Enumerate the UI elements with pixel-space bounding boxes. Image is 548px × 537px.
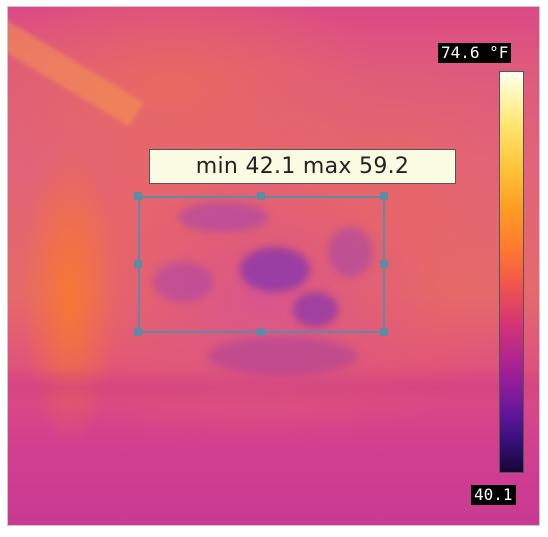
- resize-handle-top-right[interactable]: [380, 192, 388, 200]
- scale-max-label: 74.6 °F: [438, 43, 512, 63]
- thermal-image: [8, 7, 539, 525]
- cool-spot: [208, 337, 358, 375]
- resize-handle-bottom[interactable]: [257, 328, 265, 336]
- scale-min-label: 40.1: [471, 485, 516, 505]
- resize-handle-left[interactable]: [134, 260, 142, 268]
- scale-min-text: 40.1: [474, 485, 513, 504]
- resize-handle-top[interactable]: [257, 192, 265, 200]
- readout-text: min 42.1 max 59.2: [195, 154, 410, 179]
- resize-handle-bottom-right[interactable]: [380, 328, 388, 336]
- thermal-image-frame: min 42.1 max 59.2 74.6 °F 40.1: [7, 6, 540, 526]
- cool-spot: [328, 227, 373, 277]
- cool-spot: [240, 247, 310, 292]
- scale-max-text: 74.6 °F: [441, 43, 509, 62]
- resize-handle-bottom-left[interactable]: [134, 328, 142, 336]
- cool-spot: [178, 202, 268, 232]
- resize-handle-top-left[interactable]: [134, 192, 142, 200]
- warm-diagonal-streak: [8, 15, 144, 127]
- resize-handle-right[interactable]: [380, 260, 388, 268]
- measurement-region[interactable]: [138, 196, 385, 333]
- cool-spot: [153, 262, 213, 302]
- temperature-scale-bar: [499, 71, 524, 473]
- min-max-readout: min 42.1 max 59.2: [149, 149, 456, 184]
- cool-spot: [293, 292, 338, 327]
- cool-floor-band: [8, 367, 539, 407]
